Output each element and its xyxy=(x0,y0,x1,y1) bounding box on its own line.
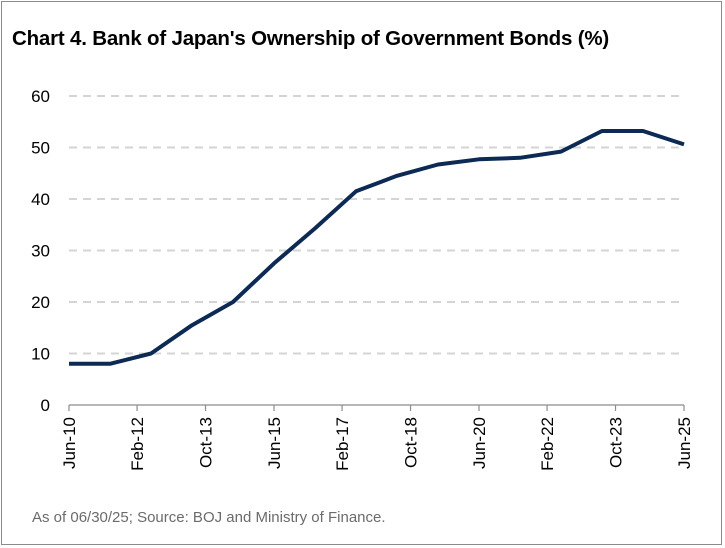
y-tick-label: 50 xyxy=(31,139,50,158)
axes xyxy=(68,404,685,411)
x-tick-label: Feb-17 xyxy=(333,417,352,471)
x-tick-label: Feb-22 xyxy=(538,417,557,471)
series-layer xyxy=(69,129,685,366)
x-tick-labels: Jun-10 Feb-12 Oct-13 Jun-15 Feb-17 Oct-18 Jun-… xyxy=(60,417,694,471)
gridlines xyxy=(69,95,684,355)
y-tick-label: 10 xyxy=(31,345,50,364)
y-tick-label: 30 xyxy=(31,242,50,261)
y-tick-label: 20 xyxy=(31,293,50,312)
series-line-0 xyxy=(69,129,685,366)
y-tick-labels: 0 10 20 30 40 50 60 xyxy=(31,87,50,415)
x-tick-label: Oct-23 xyxy=(607,417,626,468)
x-tick-label: Jun-10 xyxy=(60,417,79,469)
x-tick-label: Oct-13 xyxy=(197,417,216,468)
x-tick-label: Oct-18 xyxy=(402,417,421,468)
y-tick-label: 40 xyxy=(31,190,50,209)
x-tick-label: Jun-20 xyxy=(470,417,489,469)
x-tick-label: Jun-15 xyxy=(265,417,284,469)
source-note: As of 06/30/25; Source: BOJ and Ministry… xyxy=(32,509,386,526)
x-tick-label: Feb-12 xyxy=(128,417,147,471)
x-tick-label: Jun-25 xyxy=(675,417,694,469)
chart-title: Chart 4. Bank of Japan's Ownership of Go… xyxy=(12,27,609,50)
y-tick-label: 0 xyxy=(41,396,50,415)
y-tick-label: 60 xyxy=(31,87,50,106)
